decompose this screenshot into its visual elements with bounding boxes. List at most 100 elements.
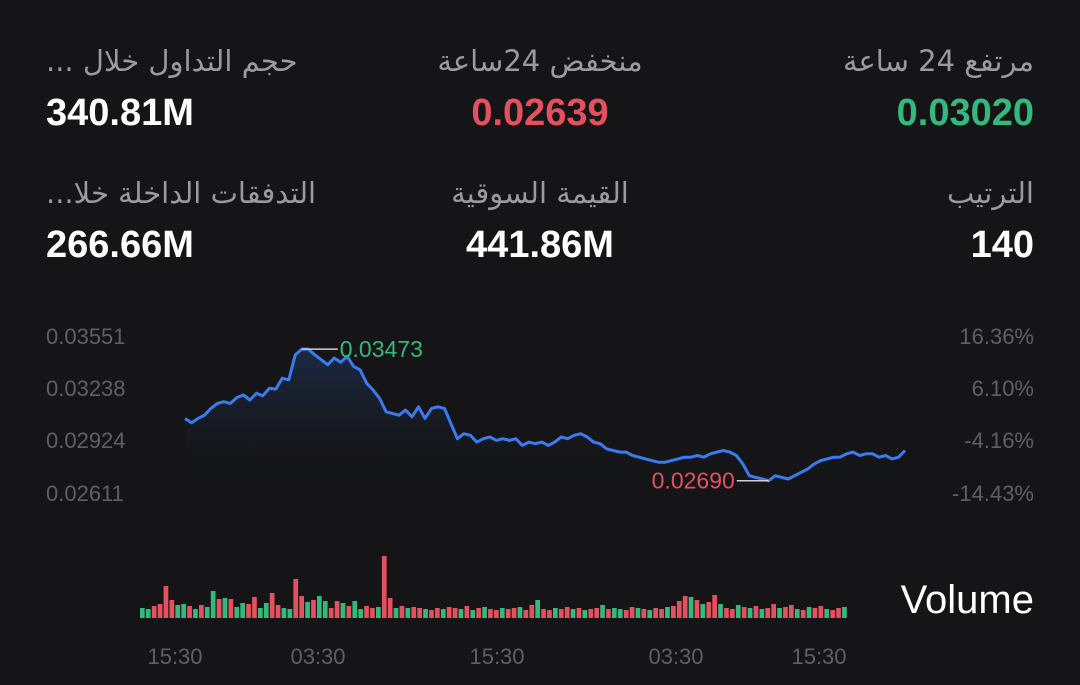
market-cap-label: القيمة السوقية bbox=[451, 176, 629, 210]
volume-bar bbox=[570, 609, 576, 618]
volume-bar bbox=[523, 610, 529, 618]
volume-bar bbox=[535, 600, 540, 618]
volume-bar bbox=[452, 608, 458, 618]
volume-bar bbox=[547, 610, 552, 618]
volume-bar bbox=[794, 609, 800, 618]
volume-bar bbox=[311, 600, 316, 618]
volume-bar bbox=[747, 608, 753, 618]
right-tick-label: 16.36% bbox=[959, 324, 1034, 349]
volume-bar bbox=[470, 610, 476, 618]
volume-bar bbox=[287, 609, 293, 618]
volume-bar bbox=[812, 608, 818, 618]
volume-bar bbox=[187, 606, 192, 618]
volume-bar bbox=[317, 596, 322, 618]
volume-bar bbox=[322, 601, 328, 618]
low-24h-stat: منخفض 24ساعة 0.02639 bbox=[420, 44, 660, 135]
volume-bar bbox=[641, 609, 647, 618]
volume-bar bbox=[647, 610, 653, 618]
time-tick-label: 15:30 bbox=[791, 644, 846, 669]
volume-chart-label: Volume bbox=[900, 578, 1034, 622]
volume-bar bbox=[777, 608, 782, 618]
volume-bar bbox=[482, 607, 487, 618]
volume-bar bbox=[458, 609, 464, 618]
volume-bar bbox=[446, 607, 452, 618]
rank-label: الترتيب bbox=[947, 176, 1034, 210]
volume-bar bbox=[370, 608, 375, 618]
volume-bar bbox=[423, 609, 428, 618]
volume-bar bbox=[753, 606, 759, 618]
volume-bar bbox=[269, 593, 275, 618]
volume-bar bbox=[541, 609, 546, 618]
volume-bar bbox=[553, 608, 558, 618]
inflows-label: التدفقات الداخلة خلا... bbox=[46, 176, 317, 210]
volume-bar bbox=[216, 599, 222, 618]
volume-bar bbox=[476, 608, 481, 618]
right-tick-label: -4.16% bbox=[964, 428, 1034, 453]
inflows-value: 266.66M bbox=[46, 224, 194, 266]
volume-bar bbox=[228, 599, 234, 618]
volume-bar bbox=[735, 605, 741, 618]
volume-bar bbox=[576, 608, 582, 618]
volume-bar bbox=[730, 609, 735, 618]
volume-bar bbox=[623, 610, 629, 618]
volume-bar bbox=[364, 606, 369, 618]
volume-bar bbox=[783, 607, 788, 618]
volume-bar bbox=[299, 596, 304, 618]
time-tick-label: 15:30 bbox=[147, 644, 202, 669]
left-tick-label: 0.03238 bbox=[46, 376, 126, 401]
volume-bar bbox=[464, 606, 470, 618]
volume-bar bbox=[275, 605, 281, 618]
volume-bar bbox=[564, 607, 570, 618]
inflows-stat: التدفقات الداخلة خلا... 266.66M bbox=[46, 176, 316, 267]
high-24h-stat: مرتفع 24 ساعة 0.03020 bbox=[843, 44, 1034, 135]
volume-bar bbox=[712, 595, 717, 618]
volume-bar bbox=[305, 602, 310, 618]
volume-bar bbox=[346, 606, 352, 618]
volume-bar bbox=[499, 608, 505, 618]
volume-bar bbox=[606, 609, 611, 618]
volume-bar bbox=[145, 609, 151, 618]
volume-bar bbox=[688, 597, 694, 618]
volume-bar bbox=[376, 607, 381, 618]
volume-bar bbox=[806, 607, 812, 618]
time-tick-label: 03:30 bbox=[648, 644, 703, 669]
volume-bar bbox=[258, 608, 263, 618]
volume-bar bbox=[429, 610, 434, 618]
volume-bar bbox=[676, 601, 682, 618]
volume-bar bbox=[594, 608, 599, 618]
volume-stat: حجم التداول خلال ... 340.81M bbox=[46, 44, 298, 135]
volume-bar bbox=[193, 609, 198, 618]
high-24h-value: 0.03020 bbox=[896, 92, 1034, 134]
volume-bar bbox=[659, 609, 664, 618]
low-24h-value: 0.02639 bbox=[471, 92, 609, 134]
volume-bar bbox=[511, 608, 517, 618]
volume-bar bbox=[765, 608, 771, 618]
volume-bar bbox=[411, 607, 417, 618]
volume-bar bbox=[140, 608, 145, 618]
volume-bar bbox=[281, 608, 287, 618]
volume-bar bbox=[505, 609, 511, 618]
volume-bar bbox=[800, 610, 806, 618]
volume-bar bbox=[199, 605, 204, 618]
volume-bar bbox=[517, 607, 523, 618]
volume-bar bbox=[706, 602, 712, 618]
max-price-label: 0.03473 bbox=[340, 336, 423, 362]
volume-bar bbox=[824, 609, 830, 618]
right-tick-label: -14.43% bbox=[952, 481, 1034, 506]
volume-bar bbox=[771, 604, 776, 618]
volume-bar bbox=[334, 601, 340, 618]
time-tick-label: 03:30 bbox=[290, 644, 345, 669]
volume-bar bbox=[842, 607, 847, 618]
market-cap-value: 441.86M bbox=[466, 224, 614, 266]
volume-bar bbox=[175, 605, 181, 618]
volume-bar bbox=[494, 610, 499, 618]
volume-bar bbox=[246, 604, 251, 618]
volume-bar bbox=[393, 608, 399, 618]
low-24h-label: منخفض 24ساعة bbox=[437, 44, 643, 78]
volume-bar bbox=[151, 606, 157, 618]
right-tick-label: 6.10% bbox=[972, 376, 1034, 401]
volume-bar bbox=[694, 600, 700, 618]
volume-bar bbox=[653, 608, 658, 618]
volume-bar bbox=[263, 603, 269, 618]
